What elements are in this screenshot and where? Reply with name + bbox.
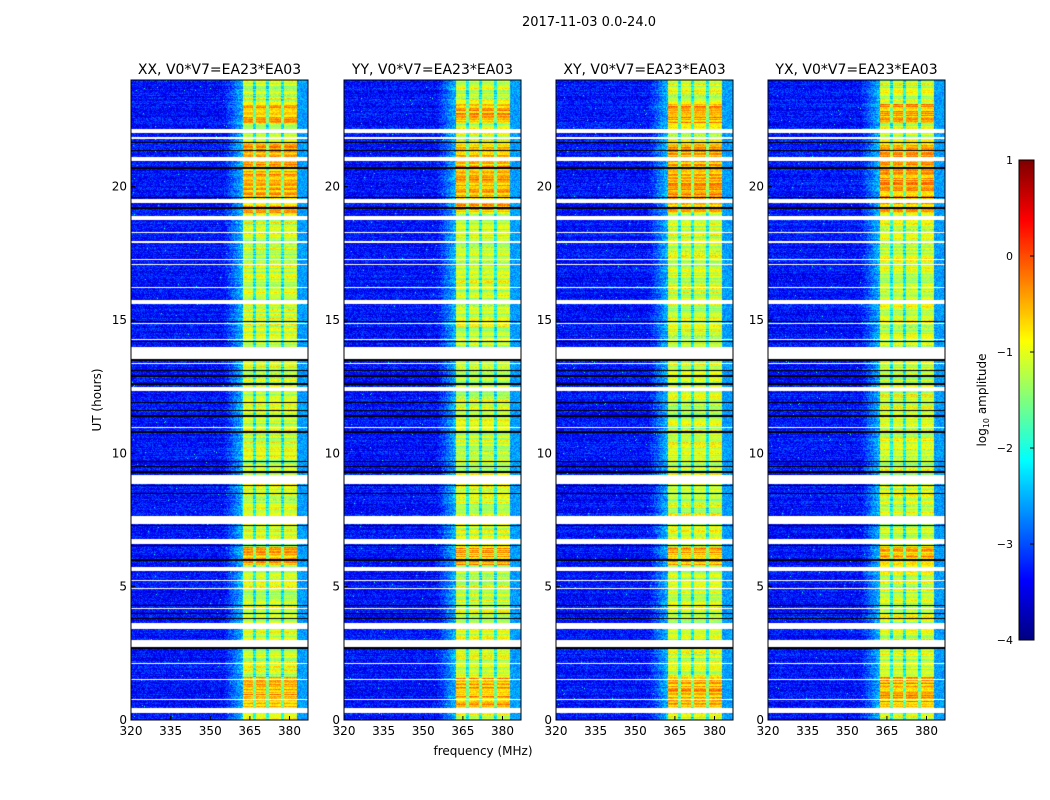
x-tick-label: 320 [333, 724, 356, 738]
x-tick-label: 335 [372, 724, 395, 738]
x-tick-label: 350 [624, 724, 647, 738]
y-tick-label: 10 [325, 446, 340, 460]
y-tick-label: 10 [537, 446, 552, 460]
x-tick-label: 335 [159, 724, 182, 738]
y-tick-label: 20 [325, 180, 340, 194]
panel-title: XY, V0*V7=EA23*EA03 [563, 62, 725, 78]
y-tick-label: 0 [756, 713, 764, 727]
colorbar-label: log10 amplitude [975, 354, 991, 447]
y-tick-label: 15 [749, 313, 764, 327]
y-axis-label: UT (hours) [90, 368, 104, 431]
y-tick-label: 0 [544, 713, 552, 727]
y-tick-label: 20 [537, 180, 552, 194]
y-tick-label: 5 [756, 580, 764, 594]
x-tick-label: 335 [796, 724, 819, 738]
panel-title: YY, V0*V7=EA23*EA03 [351, 62, 513, 78]
x-tick-label: 365 [451, 724, 474, 738]
heatmap-yx [768, 80, 945, 720]
x-tick-label: 335 [584, 724, 607, 738]
y-tick-label: 5 [119, 580, 127, 594]
x-tick-label: 365 [238, 724, 261, 738]
y-tick-label: 5 [544, 580, 552, 594]
panel-frame [555, 79, 734, 721]
x-tick-label: 350 [199, 724, 222, 738]
colorbar-tick-label: −1 [997, 346, 1013, 359]
x-tick-label: 380 [915, 724, 938, 738]
colorbar-tick-label: 1 [1006, 154, 1013, 167]
x-tick-label: 320 [545, 724, 568, 738]
panel-frame [130, 79, 309, 721]
colorbar [1019, 160, 1034, 640]
x-tick-label: 380 [278, 724, 301, 738]
colorbar-tick-label: −2 [997, 442, 1013, 455]
y-tick-label: 10 [749, 446, 764, 460]
heatmap-xx [131, 80, 308, 720]
panel-frame [343, 79, 522, 721]
x-tick-label: 320 [120, 724, 143, 738]
y-tick-label: 0 [119, 713, 127, 727]
heatmap-yy [344, 80, 521, 720]
colorbar-tick-label: −3 [997, 538, 1013, 551]
y-tick-label: 10 [112, 446, 127, 460]
x-tick-label: 320 [757, 724, 780, 738]
colorbar-tick-label: −4 [997, 634, 1013, 647]
y-tick-label: 15 [325, 313, 340, 327]
y-tick-label: 15 [537, 313, 552, 327]
x-tick-label: 380 [703, 724, 726, 738]
y-tick-label: 20 [749, 180, 764, 194]
y-tick-label: 0 [332, 713, 340, 727]
heatmap-xy [556, 80, 733, 720]
x-axis-label: frequency (MHz) [433, 744, 532, 758]
colorbar-tick-label: 0 [1006, 250, 1013, 263]
x-tick-label: 365 [663, 724, 686, 738]
panel-title: XX, V0*V7=EA23*EA03 [138, 62, 301, 78]
panel-title: YX, V0*V7=EA23*EA03 [774, 62, 937, 78]
y-tick-label: 20 [112, 180, 127, 194]
panel-frame [767, 79, 946, 721]
x-tick-label: 350 [412, 724, 435, 738]
x-tick-label: 365 [875, 724, 898, 738]
y-tick-label: 5 [332, 580, 340, 594]
figure-title: 2017-11-03 0.0-24.0 [522, 15, 656, 30]
y-tick-label: 15 [112, 313, 127, 327]
x-tick-label: 350 [836, 724, 859, 738]
colorbar-frame [1018, 159, 1035, 641]
x-tick-label: 380 [491, 724, 514, 738]
